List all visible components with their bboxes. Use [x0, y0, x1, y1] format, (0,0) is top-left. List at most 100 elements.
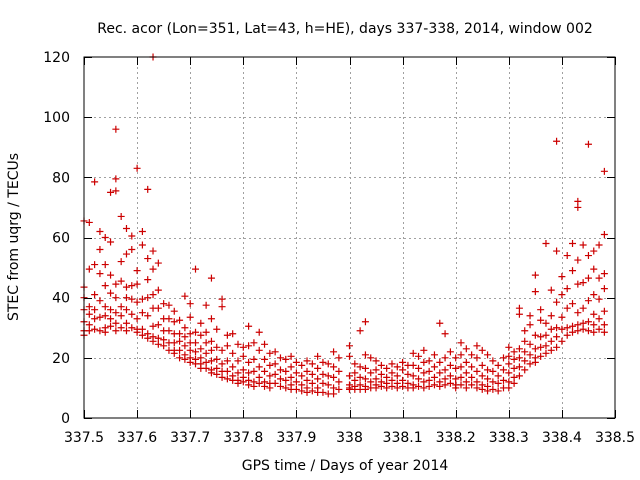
data-point [112, 187, 120, 195]
data-point [531, 288, 539, 296]
data-point [558, 291, 566, 299]
data-point [346, 342, 353, 350]
data-point [377, 370, 385, 378]
data-point [128, 232, 136, 240]
data-point [229, 330, 237, 338]
data-point [473, 342, 481, 350]
data-point [149, 291, 157, 299]
data-point [239, 378, 247, 386]
data-point [415, 375, 423, 383]
data-point [361, 318, 369, 326]
data-point [542, 342, 550, 350]
data-point [595, 295, 603, 303]
data-point [154, 340, 162, 348]
data-point [229, 363, 237, 371]
data-point [91, 261, 99, 269]
data-point [107, 289, 115, 297]
data-point [85, 321, 93, 329]
data-point [537, 343, 545, 351]
data-point [255, 363, 263, 371]
x-tick-label: 337.7 [170, 430, 210, 446]
data-point [298, 387, 306, 395]
data-point [346, 352, 353, 360]
y-tick-label: 60 [52, 231, 70, 247]
data-point [515, 304, 523, 312]
data-point [245, 322, 253, 330]
data-point [138, 227, 146, 235]
data-point [367, 354, 375, 362]
data-point [91, 315, 99, 323]
data-point [133, 164, 141, 172]
data-point [457, 373, 465, 381]
data-point [101, 312, 109, 320]
data-point [457, 363, 465, 371]
data-point [361, 375, 369, 383]
y-tick-label: 80 [52, 170, 70, 186]
data-point [122, 224, 130, 232]
data-point [468, 373, 476, 381]
data-point [383, 384, 391, 392]
data-point [537, 352, 545, 360]
data-point [255, 379, 263, 387]
data-point [553, 333, 561, 341]
data-point [409, 349, 417, 357]
data-point [430, 363, 438, 371]
data-point [558, 337, 566, 345]
data-point [170, 339, 178, 347]
y-tick-label: 20 [52, 351, 70, 367]
data-point [526, 360, 534, 368]
data-point [319, 370, 327, 378]
data-point [197, 331, 205, 339]
y-tick-label: 100 [43, 110, 70, 126]
data-point [425, 382, 433, 390]
data-point [494, 361, 502, 369]
data-point [547, 286, 555, 294]
data-point [96, 227, 104, 235]
data-point [276, 375, 284, 383]
data-point [436, 358, 444, 366]
data-point [595, 241, 603, 249]
data-point [542, 331, 550, 339]
data-point [122, 319, 130, 327]
data-point [579, 279, 587, 287]
data-points [80, 53, 608, 398]
data-point [85, 310, 93, 318]
data-point [314, 375, 322, 383]
data-point [489, 357, 497, 365]
y-tick-label: 120 [43, 50, 70, 66]
data-point [186, 330, 194, 338]
data-point [515, 310, 523, 318]
data-point [282, 384, 290, 392]
data-point [213, 355, 221, 363]
data-point [133, 267, 141, 275]
data-point [107, 271, 115, 279]
data-point [112, 125, 120, 133]
data-point [245, 381, 253, 389]
data-point [292, 378, 300, 386]
data-point [287, 352, 295, 360]
data-point [415, 382, 423, 390]
x-tick-label: 338.1 [383, 430, 423, 446]
data-point [361, 351, 369, 359]
x-axis-label: GPS time / Days of year 2014 [242, 458, 449, 474]
data-point [484, 351, 492, 359]
data-point [574, 309, 582, 317]
data-point [308, 387, 316, 395]
data-point [505, 352, 513, 360]
data-point [335, 354, 343, 362]
data-point [590, 247, 598, 255]
data-point [160, 342, 168, 350]
data-point [160, 336, 168, 344]
data-point [303, 367, 311, 375]
data-point [282, 355, 290, 363]
data-point [207, 274, 215, 282]
data-point [186, 346, 194, 354]
data-point [181, 324, 189, 332]
data-point [144, 294, 152, 302]
data-point [489, 385, 497, 393]
data-point [367, 369, 375, 377]
data-point [271, 370, 279, 378]
data-point [468, 363, 476, 371]
data-point [521, 327, 529, 335]
